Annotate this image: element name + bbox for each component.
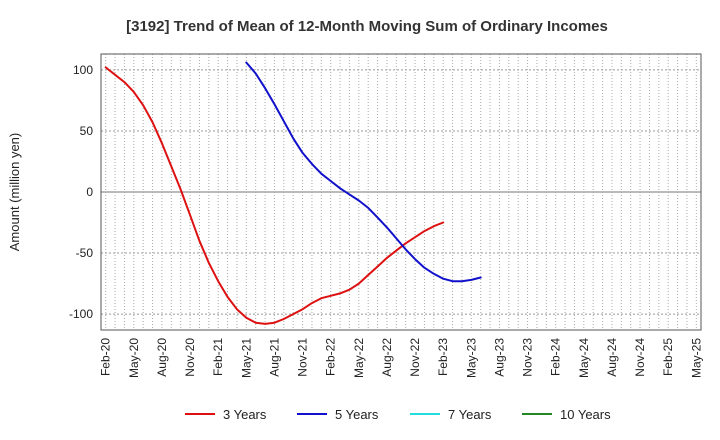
y-axis-label: Amount (million yen) <box>7 133 22 252</box>
y-tick-label: -100 <box>69 307 93 321</box>
x-tick-label: Aug-21 <box>267 338 281 377</box>
legend-item-7-years: 7 Years <box>410 407 492 422</box>
legend-label: 3 Years <box>223 407 267 422</box>
gridlines <box>101 54 701 330</box>
legend-label: 5 Years <box>335 407 379 422</box>
legend-item-3-years: 3 Years <box>185 407 267 422</box>
x-tick-label: May-23 <box>464 338 478 378</box>
x-tick-label: May-20 <box>127 338 141 378</box>
plot-frame <box>100 53 702 331</box>
series-line-5-years <box>245 61 482 283</box>
y-axis-ticks: 100 50 0 -50 -100 <box>69 63 93 321</box>
x-tick-label: May-22 <box>352 338 366 378</box>
y-tick-label: 50 <box>80 124 94 138</box>
legend-item-10-years: 10 Years <box>522 407 611 422</box>
x-tick-label: Nov-21 <box>296 338 310 377</box>
x-axis-ticks: Feb-20 May-20 Aug-20 Nov-20 Feb-21 May-21 Aug-… <box>99 338 704 378</box>
x-tick-label: May-25 <box>689 338 703 378</box>
x-tick-label: Aug-20 <box>155 338 169 377</box>
x-tick-label: Feb-25 <box>661 338 675 376</box>
x-tick-label: Nov-22 <box>408 338 422 377</box>
x-tick-label: May-24 <box>577 338 591 378</box>
x-tick-label: Feb-20 <box>99 338 113 376</box>
x-tick-label: May-21 <box>239 338 253 378</box>
y-tick-label: 0 <box>86 185 93 199</box>
legend-item-5-years: 5 Years <box>297 407 379 422</box>
x-tick-label: Aug-22 <box>380 338 394 377</box>
legend-label: 7 Years <box>448 407 492 422</box>
legend-label: 10 Years <box>560 407 611 422</box>
x-tick-label: Feb-21 <box>211 338 225 376</box>
y-tick-label: 100 <box>73 63 93 77</box>
series-line-3-years <box>104 66 445 325</box>
x-tick-label: Nov-20 <box>183 338 197 377</box>
x-tick-label: Nov-24 <box>633 338 647 377</box>
x-tick-label: Feb-22 <box>324 338 338 376</box>
x-tick-label: Feb-23 <box>436 338 450 376</box>
chart-title: [3192] Trend of Mean of 12-Month Moving … <box>126 18 608 35</box>
x-tick-label: Feb-24 <box>549 338 563 376</box>
y-tick-label: -50 <box>76 246 94 260</box>
x-tick-label: Aug-24 <box>605 338 619 377</box>
legend: 3 Years 5 Years 7 Years 10 Years <box>185 407 611 422</box>
series-lines <box>104 61 482 325</box>
x-tick-label: Nov-23 <box>521 338 535 377</box>
x-tick-label: Aug-23 <box>492 338 506 377</box>
